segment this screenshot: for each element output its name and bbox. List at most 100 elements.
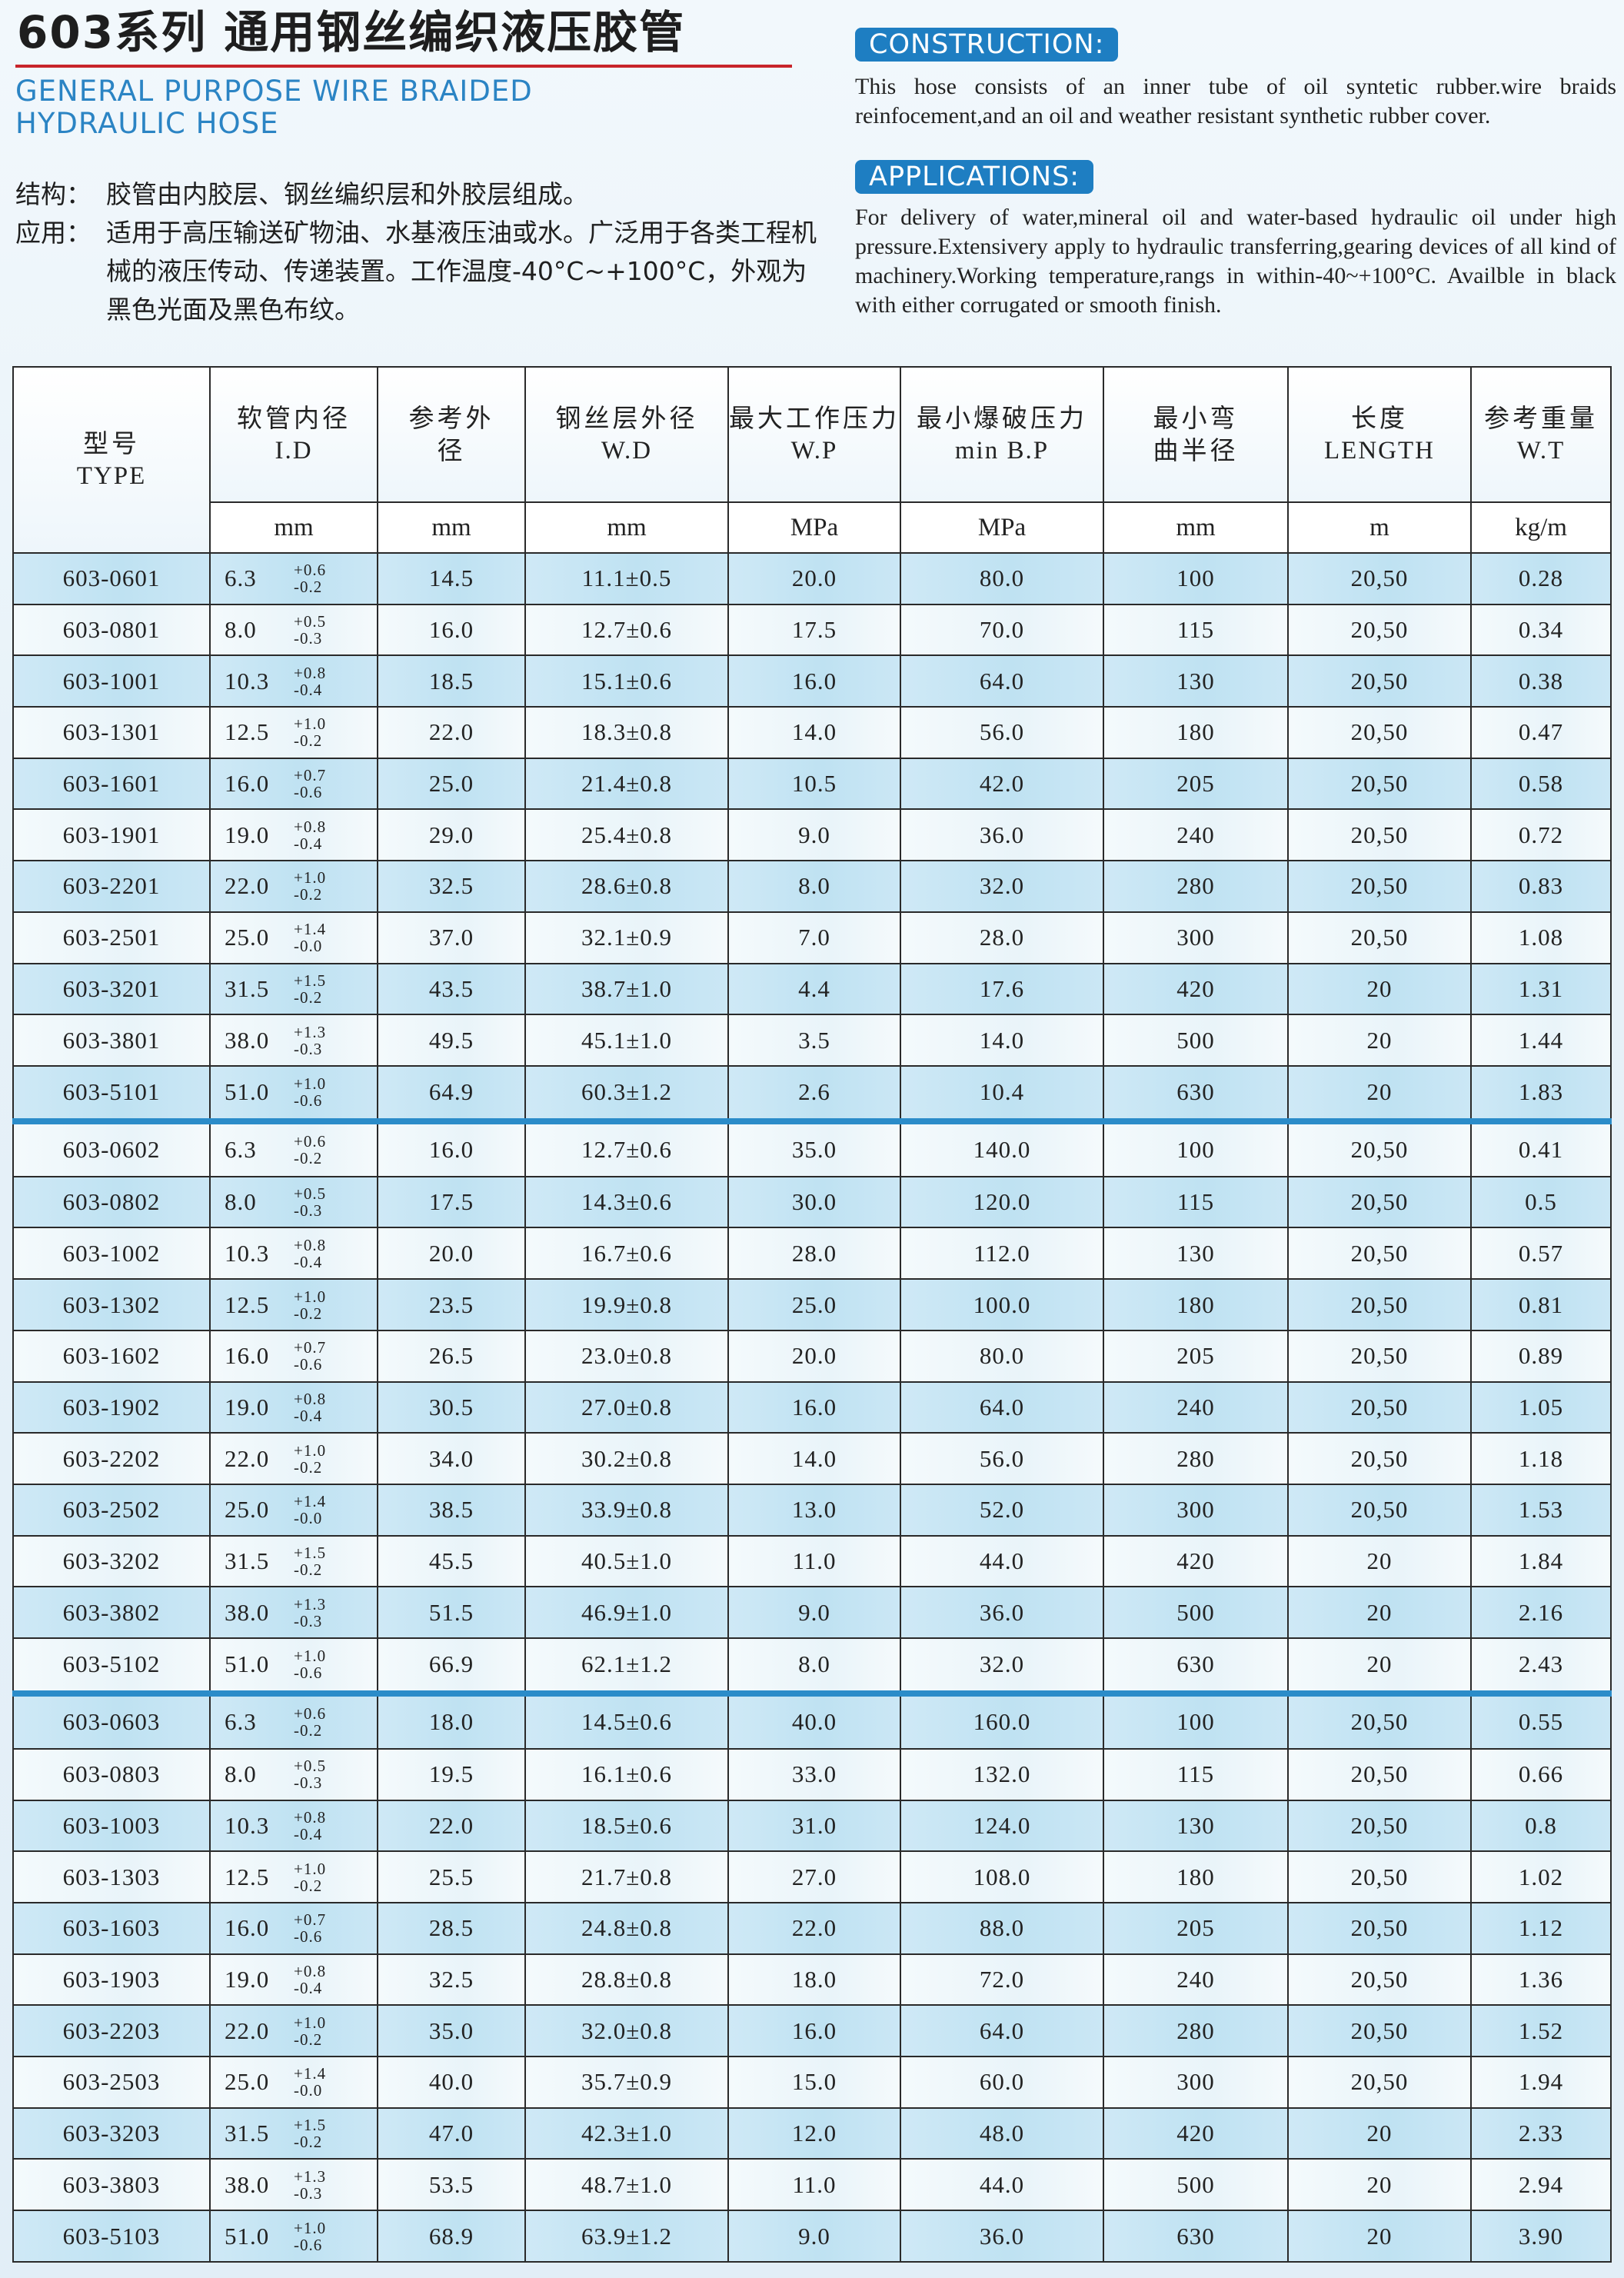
cell-wt: 0.5	[1470, 1175, 1612, 1229]
cell-id-value: 12.5	[225, 718, 270, 746]
cell-wp: 40.0	[727, 1690, 901, 1750]
unit-length: m	[1287, 501, 1472, 554]
cell-id: 25.0 +1.4 -0.0	[209, 1483, 378, 1537]
col-id-cn: 软管内径	[237, 403, 351, 433]
cell-type: 603-0801	[12, 603, 211, 657]
table-row: 603-3802 38.0 +1.3 -0.3 51.5 46.9±1.0 9.0 36.0 5…	[12, 1586, 1612, 1639]
cell-type: 603-2202	[12, 1432, 211, 1485]
cell-wp: 8.0	[727, 1637, 901, 1694]
cell-bp: 140.0	[900, 1117, 1104, 1177]
cell-bp: 36.0	[900, 808, 1104, 862]
col-header-bp: 最小爆破压力 min B.P	[900, 366, 1104, 503]
cell-wd: 14.5±0.6	[524, 1690, 729, 1750]
cell-wd: 21.7±0.8	[524, 1850, 729, 1903]
cell-length: 20,50	[1287, 911, 1472, 964]
tolerance-minus: -0.3	[294, 1611, 323, 1630]
table-row: 603-2503 25.0 +1.4 -0.0 40.0 35.7±0.9 15.0 60.0…	[12, 2056, 1612, 2109]
cell-id-tolerance: +1.0 -0.2	[294, 715, 326, 749]
cell-bend: 300	[1103, 911, 1289, 964]
cell-od: 14.5	[377, 552, 526, 605]
applications-badge: APPLICATIONS:	[855, 160, 1094, 194]
cell-bp: 36.0	[900, 2210, 1104, 2263]
unit-bp: MPa	[900, 501, 1104, 554]
title-underline	[15, 65, 792, 68]
cell-id-tolerance: +0.7 -0.6	[294, 1911, 326, 1945]
cell-wp: 2.6	[727, 1064, 901, 1122]
cell-length: 20,50	[1287, 552, 1472, 605]
tolerance-minus: -0.2	[294, 885, 323, 904]
cell-id: 38.0 +1.3 -0.3	[209, 2158, 378, 2212]
cell-id: 19.0 +0.8 -0.4	[209, 808, 378, 862]
cell-id: 51.0 +1.0 -0.6	[209, 1064, 378, 1122]
cell-type: 603-2502	[12, 1483, 211, 1537]
cell-id-tolerance: +0.8 -0.4	[294, 1963, 326, 1997]
cell-wd: 28.8±0.8	[524, 1953, 729, 2007]
title-en-line-1: GENERAL PURPOSE WIRE BRAIDED	[15, 75, 533, 108]
cell-id-value: 31.5	[225, 2120, 270, 2147]
page-title-cn: 603系列 通用钢丝编织液压胶管	[17, 6, 686, 58]
cell-bend: 115	[1103, 1175, 1289, 1229]
cell-wd: 24.8±0.8	[524, 1901, 729, 1955]
cell-wd: 23.0±0.8	[524, 1329, 729, 1383]
cell-bend: 500	[1103, 2158, 1289, 2212]
table-row: 603-1301 12.5 +1.0 -0.2 22.0 18.3±0.8 14.0 56.0…	[12, 706, 1612, 759]
cell-wd: 27.0±0.8	[524, 1380, 729, 1434]
cell-bp: 64.0	[900, 654, 1104, 708]
tolerance-plus: +1.0	[294, 714, 327, 734]
tolerance-minus: -0.2	[294, 1457, 323, 1477]
cell-od: 25.5	[377, 1850, 526, 1903]
cell-length: 20,50	[1287, 1953, 1472, 2007]
cell-id: 31.5 +1.5 -0.2	[209, 1534, 378, 1588]
cell-length: 20,50	[1287, 1690, 1472, 1750]
table-row: 603-1901 19.0 +0.8 -0.4 29.0 25.4±0.8 9.0 36.0 2…	[12, 808, 1612, 862]
tolerance-plus: +1.0	[294, 1287, 327, 1306]
cell-wt: 0.58	[1470, 757, 1612, 811]
table-row: 603-3201 31.5 +1.5 -0.2 43.5 38.7±1.0 4.4 17.6 4…	[12, 962, 1612, 1016]
col-wt-en: W.T	[1516, 437, 1566, 465]
cell-wt: 1.05	[1470, 1380, 1612, 1434]
cell-wp: 14.0	[727, 1432, 901, 1485]
construction-text: This hose consists of an inner tube of o…	[855, 74, 1616, 128]
cell-wp: 11.0	[727, 1534, 901, 1588]
cell-wd: 28.6±0.8	[524, 860, 729, 913]
tolerance-minus: -0.4	[294, 680, 323, 699]
cell-bend: 180	[1103, 706, 1289, 759]
cell-wd: 15.1±0.6	[524, 654, 729, 708]
col-wp-en: W.P	[790, 437, 838, 465]
tolerance-plus: +1.0	[294, 1074, 327, 1094]
cell-id: 19.0 +0.8 -0.4	[209, 1953, 378, 2007]
cell-id-value: 12.5	[225, 1863, 270, 1890]
table-row: 603-1903 19.0 +0.8 -0.4 32.5 28.8±0.8 18.0 72.0…	[12, 1953, 1612, 2007]
cell-wt: 1.44	[1470, 1014, 1612, 1067]
cell-bp: 28.0	[900, 911, 1104, 964]
col-header-od: 参考外 径	[377, 366, 526, 503]
cell-id-tolerance: +0.7 -0.6	[294, 1339, 326, 1373]
cell-bend: 115	[1103, 1747, 1289, 1801]
cell-id-tolerance: +0.8 -0.4	[294, 664, 326, 698]
table-row: 603-2501 25.0 +1.4 -0.0 37.0 32.1±0.9 7.0 28.0 3…	[12, 911, 1612, 964]
cell-type: 603-2501	[12, 911, 211, 964]
tolerance-minus: -0.0	[294, 1509, 323, 1528]
application-label: 应用：	[15, 218, 92, 248]
cell-id-tolerance: +0.8 -0.4	[294, 1237, 326, 1271]
cell-id-value: 22.0	[225, 872, 270, 900]
cell-type: 603-5103	[12, 2210, 211, 2263]
cell-id-value: 8.0	[225, 616, 257, 644]
cell-wt: 1.52	[1470, 2004, 1612, 2057]
cell-id-tolerance: +0.8 -0.4	[294, 1390, 326, 1424]
cell-id-tolerance: +0.6 -0.2	[294, 1705, 326, 1739]
col-length-cn: 长度	[1351, 403, 1408, 433]
cell-wd: 38.7±1.0	[524, 962, 729, 1016]
cell-bend: 130	[1103, 1799, 1289, 1853]
cell-id-tolerance: +1.0 -0.2	[294, 1860, 326, 1894]
cell-bp: 124.0	[900, 1799, 1104, 1853]
cell-id: 22.0 +1.0 -0.2	[209, 860, 378, 913]
tolerance-minus: -0.6	[294, 1927, 323, 1947]
cell-length: 20,50	[1287, 1329, 1472, 1383]
tolerance-plus: +1.0	[294, 2218, 327, 2237]
tolerance-minus: -0.2	[294, 1560, 323, 1579]
cell-id-value: 19.0	[225, 1965, 270, 1993]
tolerance-minus: -0.2	[294, 987, 323, 1007]
table-row: 603-1603 16.0 +0.7 -0.6 28.5 24.8±0.8 22.0 88.0…	[12, 1901, 1612, 1955]
cell-wd: 46.9±1.0	[524, 1586, 729, 1639]
